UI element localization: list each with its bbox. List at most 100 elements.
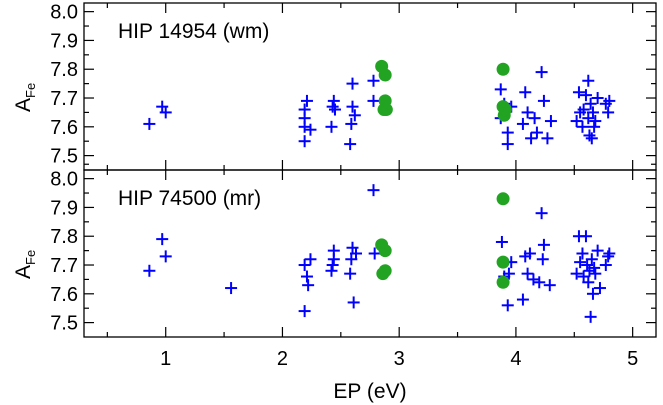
data-point-cross — [304, 123, 317, 136]
data-point-cross — [525, 132, 538, 145]
data-point-dot — [496, 62, 510, 76]
data-point-cross — [530, 126, 543, 139]
data-point-cross — [577, 103, 590, 116]
data-point-cross — [300, 94, 313, 107]
y-axis-title-top: AFe — [12, 83, 38, 112]
y-tick-label-bottom: 7.6 — [50, 284, 78, 306]
data-point-cross — [582, 276, 595, 289]
data-point-cross — [583, 129, 596, 142]
data-point-cross — [584, 97, 597, 110]
x-axis-title: EP (eV) — [333, 380, 406, 403]
data-point-cross — [585, 253, 598, 266]
data-point-cross — [535, 66, 548, 79]
data-point-cross — [225, 282, 238, 295]
data-point-cross — [328, 103, 341, 116]
data-point-cross — [536, 253, 549, 266]
data-point-cross — [544, 115, 557, 128]
data-point-cross — [574, 256, 587, 269]
data-point-cross — [593, 282, 606, 295]
data-point-cross — [326, 100, 339, 113]
data-point-cross — [302, 279, 315, 292]
data-point-cross — [588, 261, 601, 274]
data-point-cross — [346, 77, 359, 90]
data-point-cross — [586, 106, 599, 119]
data-point-cross — [602, 250, 615, 263]
data-point-cross — [367, 74, 380, 87]
data-point-cross — [344, 138, 357, 151]
data-point-cross — [588, 120, 601, 133]
data-point-cross — [570, 267, 583, 280]
data-point-cross — [495, 235, 508, 248]
y-ticks-bottom: 7.5 7.6 7.7 7.8 7.9 8.0 — [50, 163, 656, 335]
y-axis-title-sub-top: Fe — [23, 83, 38, 98]
data-point-cross — [523, 247, 536, 260]
panel-top: HIP 14954 (wm) AFe 7.5 7.6 7.7 7.8 7.9 8.0 — [12, 2, 657, 171]
data-point-cross — [586, 287, 599, 300]
y-tick-label-bottom: 8.0 — [50, 169, 78, 191]
data-point-cross — [582, 74, 595, 87]
data-point-cross — [521, 267, 534, 280]
x-tick-labels: 1 2 3 4 5 — [160, 348, 638, 370]
svg-text:AFe: AFe — [12, 250, 38, 279]
svg-text:AFe: AFe — [12, 83, 38, 112]
data-point-dot — [496, 275, 510, 289]
data-point-cross — [327, 244, 340, 257]
panel-bottom: HIP 74500 (mr) AFe 7.5 7.6 7.7 7.8 7.9 8.0 1 2… — [12, 163, 657, 403]
data-point-cross — [602, 106, 615, 119]
marks-bottom — [143, 184, 616, 323]
data-point-cross — [325, 120, 338, 133]
data-point-cross — [579, 89, 592, 102]
data-point-cross — [516, 117, 529, 130]
data-point-cross — [501, 138, 514, 151]
data-point-cross — [603, 247, 616, 260]
data-point-cross — [143, 117, 156, 130]
y-ticks-top: 7.5 7.6 7.7 7.8 7.9 8.0 — [50, 2, 656, 168]
data-point-cross — [159, 106, 172, 119]
y-axis-title-bottom: AFe — [12, 250, 38, 279]
data-point-cross — [298, 259, 311, 272]
data-point-cross — [348, 109, 361, 122]
y-tick-label-bottom: 7.5 — [50, 313, 78, 335]
y-tick-label-top: 7.6 — [50, 117, 78, 139]
data-point-cross — [298, 135, 311, 148]
data-point-dot — [378, 264, 392, 278]
x-tick-label: 1 — [160, 348, 171, 370]
data-point-dot — [496, 192, 510, 206]
y-axis-title-main-top: A — [12, 98, 35, 112]
data-point-cross — [584, 310, 597, 323]
panel-label-bottom: HIP 74500 (mr) — [118, 187, 261, 210]
data-point-dot — [378, 244, 392, 258]
data-point-cross — [143, 264, 156, 277]
data-point-cross — [589, 267, 602, 280]
data-point-cross — [599, 259, 612, 272]
x-ticks-top — [106, 3, 634, 170]
data-point-cross — [346, 100, 359, 113]
y-tick-label-bottom: 7.8 — [50, 226, 78, 248]
y-axis-title-sub-bottom: Fe — [23, 250, 38, 265]
data-point-cross — [344, 267, 357, 280]
y-tick-label-bottom: 7.7 — [50, 255, 78, 277]
data-point-dot — [498, 103, 512, 117]
panel-label-top: HIP 14954 (wm) — [118, 20, 269, 43]
data-point-cross — [541, 132, 554, 145]
data-point-cross — [501, 299, 514, 312]
data-point-cross — [345, 117, 358, 130]
data-point-cross — [501, 126, 514, 139]
data-point-cross — [537, 94, 550, 107]
data-point-cross — [589, 115, 602, 128]
x-tick-label: 3 — [394, 348, 405, 370]
x-tick-label: 4 — [510, 348, 521, 370]
data-point-cross — [304, 253, 317, 266]
data-point-cross — [572, 86, 585, 99]
data-point-cross — [521, 106, 534, 119]
data-point-cross — [576, 120, 589, 133]
data-point-cross — [603, 94, 616, 107]
y-tick-label-top: 7.5 — [50, 146, 78, 168]
y-tick-label-top: 7.7 — [50, 88, 78, 110]
data-point-cross — [579, 230, 592, 243]
data-point-cross — [591, 244, 604, 257]
data-point-cross — [159, 250, 172, 263]
x-ticks-bottom — [106, 170, 634, 337]
data-point-cross — [527, 273, 540, 286]
